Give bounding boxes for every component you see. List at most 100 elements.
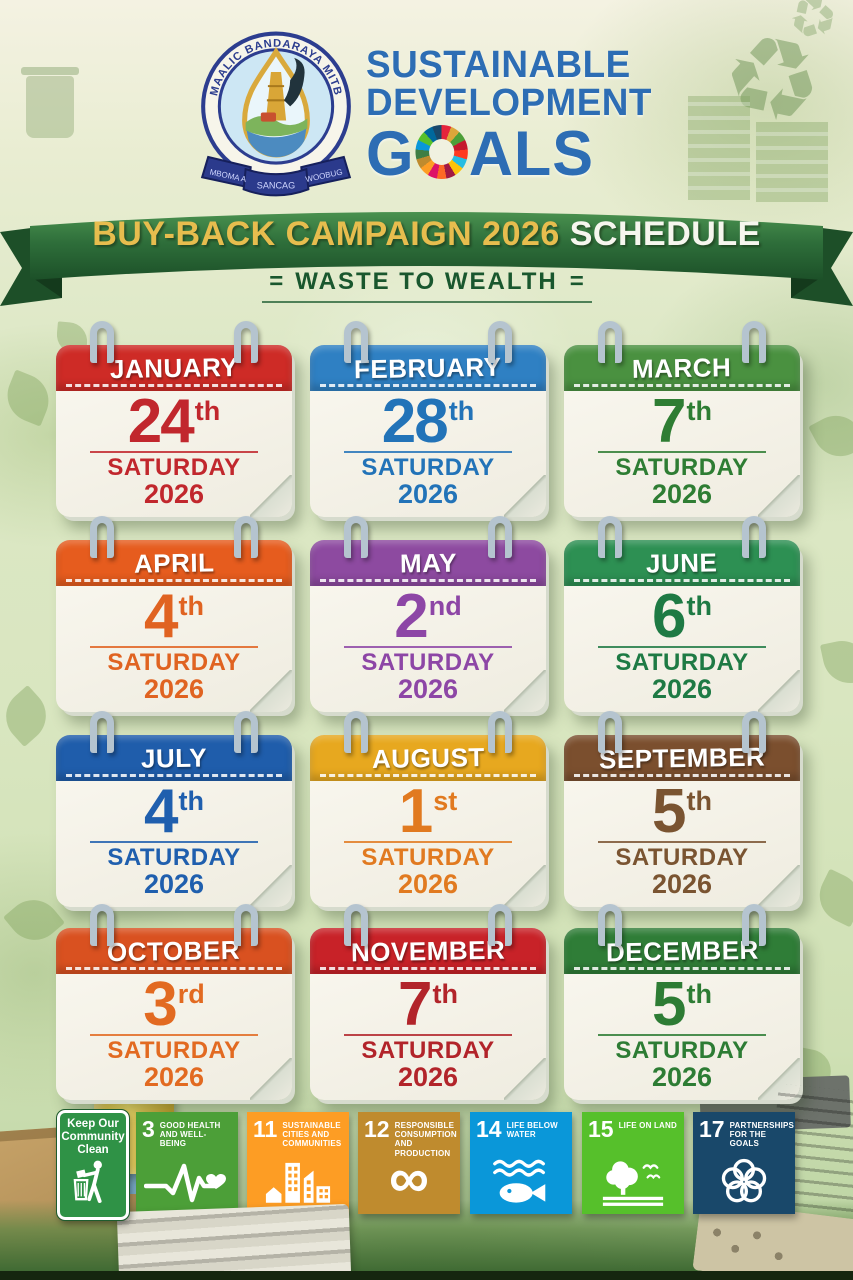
date-divider [598, 451, 766, 454]
month-name: JUNE [646, 546, 718, 579]
municipal-crest-logo: MAALIC BANDARAYA MITB MBOMA A WOOBUG SAN… [200, 31, 352, 197]
page-curl [758, 475, 800, 517]
month-card-body: 5 th SATURDAY 2026 [564, 781, 800, 907]
trash-bin-decor [21, 67, 79, 138]
page-curl [758, 670, 800, 712]
date-divider [90, 646, 258, 649]
date-divider [598, 646, 766, 649]
binder-ring-icon [234, 516, 258, 558]
binder-ring-icon [344, 904, 368, 946]
date-number: 1 [398, 781, 434, 846]
sdg-label: Responsible Consumption and Production [394, 1121, 457, 1158]
subtitle-underline [261, 301, 592, 303]
crest-red-element [260, 112, 276, 122]
binder-ring-icon [598, 321, 622, 363]
year-label: 2026 [397, 869, 459, 900]
date-number: 6 [652, 586, 687, 651]
weekday-label: SATURDAY [361, 1037, 495, 1065]
month-name: OCTOBER [107, 934, 241, 967]
wheel-icon [693, 1152, 795, 1211]
building-decor [688, 96, 750, 200]
weekday-label: SATURDAY [615, 844, 749, 872]
binder-ring-icon [90, 711, 114, 753]
fish-icon [470, 1152, 572, 1211]
banner-title: BUY-BACK CAMPAIGN 2026 SCHEDULE [0, 215, 853, 254]
month-card-body: 7 th SATURDAY 2026 [564, 391, 800, 517]
dashed-divider [320, 967, 536, 970]
date-divider [90, 1034, 258, 1037]
tidyman-icon [60, 1159, 126, 1210]
date-line: 4 th [56, 781, 292, 846]
sdg-tile-11: 11 Sustainable Cities and Communities [247, 1112, 349, 1214]
year-label: 2026 [651, 479, 713, 510]
month-card-body: 1 st SATURDAY 2026 [310, 781, 546, 907]
binder-ring-icon [90, 904, 114, 946]
goals-g: G [366, 119, 415, 189]
weekday-label: SATURDAY [107, 844, 241, 872]
crest-ribbon-center-text: SANCAG [257, 180, 295, 190]
sdg-label: Life Below Water [506, 1121, 558, 1140]
date-line: 1 st [310, 781, 546, 846]
sdg-number: 14 [476, 1116, 502, 1142]
binder-ring-icon [488, 711, 512, 753]
binder-ring-icon [598, 516, 622, 558]
date-divider [90, 841, 258, 844]
month-name: MAY [399, 547, 457, 578]
month-card: JULY 4 th SATURDAY 2026 [56, 711, 292, 907]
binder-ring-icon [488, 516, 512, 558]
date-number: 3 [143, 974, 178, 1039]
binder-ring-icon [488, 321, 512, 363]
tree-icon [582, 1152, 684, 1211]
sdg-number: 15 [588, 1116, 614, 1142]
dashed-divider [320, 774, 536, 777]
newspaper-stack-decor [116, 1203, 352, 1280]
month-name: FEBRUARY [353, 351, 502, 384]
binder-ring-icon [598, 711, 622, 753]
dashed-divider [574, 384, 790, 387]
date-number: 28 [381, 391, 449, 456]
year-label: 2026 [143, 674, 205, 705]
date-divider [344, 451, 512, 454]
crest-tower-icon [265, 71, 287, 121]
page-curl [504, 865, 546, 907]
date-number: 5 [652, 974, 687, 1039]
weekday-label: SATURDAY [107, 454, 241, 482]
month-card: JUNE 6 th SATURDAY 2026 [564, 516, 800, 712]
date-ordinal: nd [428, 591, 462, 621]
date-line: 28 th [310, 391, 546, 456]
ribbon-shape [0, 212, 853, 306]
heartbeat-icon [136, 1152, 238, 1211]
year-label: 2026 [651, 1062, 713, 1093]
date-divider [344, 646, 512, 649]
date-number: 7 [398, 974, 433, 1039]
month-card-body: 2 nd SATURDAY 2026 [310, 586, 546, 712]
month-card: NOVEMBER 7 th SATURDAY 2026 [310, 904, 546, 1100]
date-ordinal: th [194, 396, 221, 426]
page-curl [250, 1058, 292, 1100]
subtitle-flank-right: = [569, 268, 584, 295]
date-ordinal: th [686, 396, 712, 426]
dashed-divider [66, 774, 282, 777]
month-card: MARCH 7 th SATURDAY 2026 [564, 321, 800, 517]
binder-ring-icon [344, 711, 368, 753]
binder-ring-icon [742, 516, 766, 558]
binder-ring-icon [344, 516, 368, 558]
sign-line-3: Clean [77, 1143, 109, 1156]
leaf-decor [819, 635, 853, 689]
page-curl [250, 475, 292, 517]
date-number: 24 [127, 391, 195, 456]
dashed-divider [574, 579, 790, 582]
date-ordinal: st [433, 786, 458, 816]
page-curl [250, 865, 292, 907]
date-number: 4 [144, 781, 179, 846]
date-ordinal: rd [177, 979, 205, 1009]
weekday-label: SATURDAY [615, 649, 749, 677]
sdg-tile-17: 17 Partnerships for the Goals [693, 1112, 795, 1214]
sdg-tile-12: 12 Responsible Consumption and Production… [358, 1112, 460, 1214]
crest-ribbon-center [242, 167, 310, 197]
sdg-tile-14: 14 Life Below Water [470, 1112, 572, 1214]
month-card-body: 5 th SATURDAY 2026 [564, 974, 800, 1100]
month-card-body: 24 th SATURDAY 2026 [56, 391, 292, 517]
date-number: 5 [652, 781, 687, 846]
leaf-decor [808, 406, 853, 466]
